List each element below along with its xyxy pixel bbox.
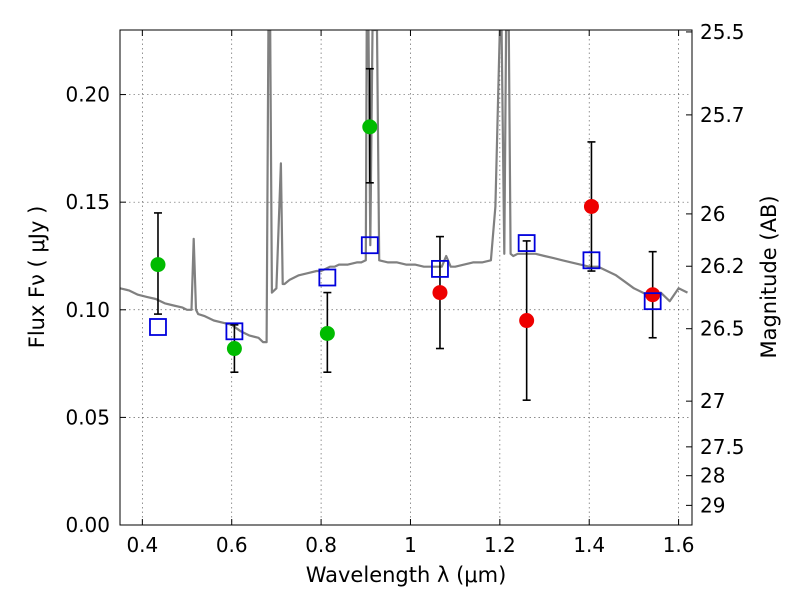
grid	[120, 30, 692, 526]
y2-tick-label: 25.5	[700, 20, 745, 44]
observed-point	[432, 285, 448, 301]
y2-axis-title: Magnitude (AB)	[757, 195, 781, 358]
x-tick-label: 0.6	[216, 533, 248, 557]
model-photometry-point	[318, 268, 337, 287]
observed-point	[362, 119, 378, 135]
observed-point	[519, 313, 535, 329]
y2-tick-label: 27.5	[700, 435, 745, 459]
y-tick-label: 0.20	[65, 83, 110, 107]
y2-tick-label: 26.2	[700, 254, 745, 278]
model-photometry-point	[225, 322, 244, 341]
x-tick-label: 1.4	[573, 533, 605, 557]
y2-tick-label: 28	[700, 464, 725, 488]
observed-point	[150, 257, 166, 273]
observed-point	[583, 198, 599, 214]
x-tick-label: 1.6	[663, 533, 695, 557]
y2-tick-label: 27	[700, 389, 725, 413]
model-photometry-point	[431, 259, 449, 278]
model-photometry-point	[517, 234, 536, 252]
y-tick-label: 0.15	[65, 190, 110, 214]
x-tick-label: 1	[404, 533, 417, 557]
marker-layer	[149, 67, 662, 401]
observed-point	[319, 325, 335, 341]
observed-point	[226, 341, 242, 357]
model-photometry-point	[643, 292, 662, 311]
model-spectrum-line	[120, 30, 688, 344]
x-tick-label: 0.8	[305, 533, 337, 557]
y-tick-label: 0.00	[65, 513, 110, 537]
y2-tick-label: 26	[700, 202, 725, 226]
spectrum-layer	[120, 30, 688, 344]
plot-frame	[119, 29, 693, 526]
tick-labels: 0.4 0.6 0.8 1 1.2 1.4 1.6 0.00 0.05 0.10 0.15 0.20 2…	[65, 20, 744, 557]
y2-tick-label: 26.5	[700, 317, 745, 341]
observed-point	[645, 287, 661, 303]
model-photometry-point	[149, 318, 167, 336]
x-tick-label: 1.2	[484, 533, 516, 557]
y2-tick-label: 29	[700, 493, 725, 517]
y-axis-title: Flux Fν ( μJy )	[25, 206, 49, 349]
x-axis-title: Wavelength λ (μm)	[306, 563, 507, 587]
ticks	[120, 30, 692, 526]
model-photometry-point	[582, 251, 601, 270]
x-tick-label: 0.4	[126, 533, 158, 557]
model-photometry-point	[360, 236, 379, 255]
y-tick-label: 0.10	[65, 298, 110, 322]
y2-tick-label: 25.7	[700, 103, 745, 127]
y-tick-label: 0.05	[65, 405, 110, 429]
